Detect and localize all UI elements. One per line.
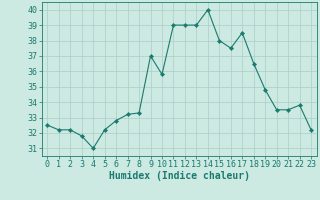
X-axis label: Humidex (Indice chaleur): Humidex (Indice chaleur) (109, 171, 250, 181)
